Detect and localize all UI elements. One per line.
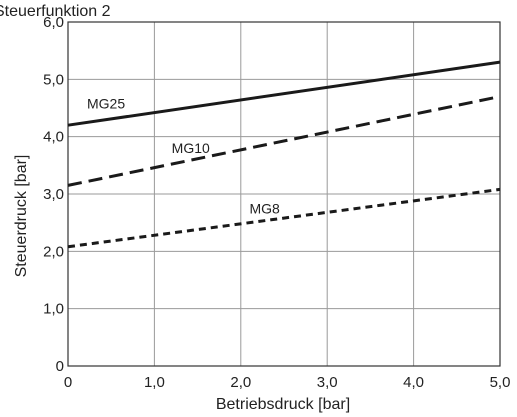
grid [68, 22, 500, 366]
y-tick-label: 4,0 [43, 129, 64, 146]
x-tick-label: 2,0 [230, 374, 251, 391]
y-tick-label: 0 [56, 358, 64, 375]
series-label-mg10: MG10 [172, 140, 210, 156]
x-tick-label: 5,0 [490, 374, 511, 391]
series-labels: MG25 MG10 MG8 [87, 95, 280, 216]
x-tick-label: 1,0 [144, 374, 165, 391]
plot-frame [67, 21, 501, 367]
y-axis-title: Steuerdruck [bar] [13, 155, 30, 278]
y-tick-label: 2,0 [43, 243, 64, 260]
series-label-mg25: MG25 [87, 95, 125, 111]
y-tick-label: 5,0 [43, 71, 64, 88]
series-lines [67, 60, 501, 249]
series-line-mg8 [67, 187, 501, 249]
x-axis-title: Betriebsdruck [bar] [216, 396, 350, 413]
x-tick-label: 4,0 [403, 374, 424, 391]
y-tick-label: 1,0 [43, 301, 64, 318]
x-axis-ticks: 0 1,0 2,0 3,0 4,0 5,0 [64, 374, 511, 391]
x-tick-label: 3,0 [317, 374, 338, 391]
series-line-mg10 [67, 95, 501, 187]
x-tick-label: 0 [64, 374, 72, 391]
chart-title: Steuerfunktion 2 [0, 3, 111, 20]
y-tick-label: 3,0 [43, 186, 64, 203]
y-tick-label: 6,0 [43, 14, 64, 31]
series-line-mg25 [67, 60, 501, 127]
series-label-mg8: MG8 [249, 201, 280, 217]
y-axis-ticks: 0 1,0 2,0 3,0 4,0 5,0 6,0 [43, 14, 64, 375]
